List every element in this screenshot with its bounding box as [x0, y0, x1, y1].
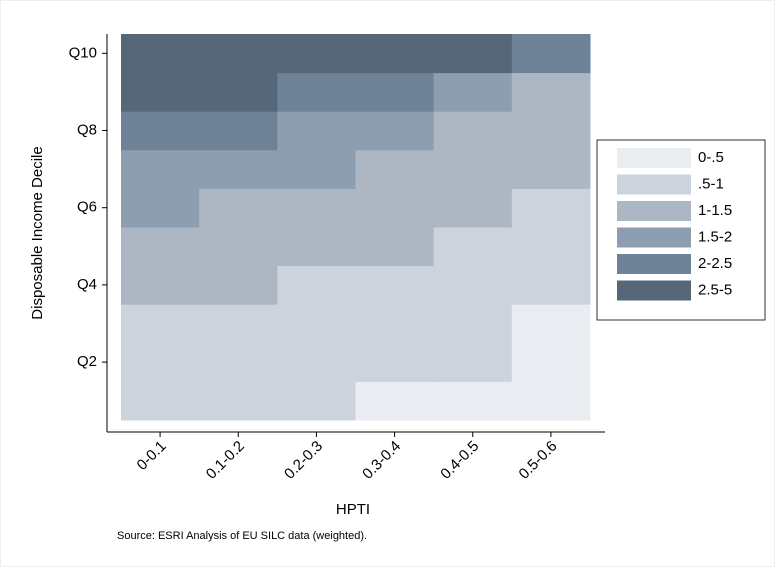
y-tick-label: Q6 [77, 199, 97, 216]
heatmap-cell [355, 111, 435, 151]
heatmap-cell [199, 72, 278, 112]
y-tick-label: Q10 [69, 44, 97, 61]
heatmap-cell [355, 34, 435, 74]
heatmap-cell [277, 227, 356, 267]
heatmap-cell [511, 188, 591, 228]
heatmap-cell [355, 265, 435, 305]
heatmap-cell [277, 34, 356, 74]
heatmap-cell [277, 149, 356, 189]
legend-swatch [617, 201, 691, 221]
legend-swatch [617, 254, 691, 274]
heatmap-cell [199, 304, 278, 344]
y-axis-label: Disposable Income Decile [29, 146, 46, 319]
heatmap-cell [511, 72, 591, 112]
y-tick-label: Q8 [77, 121, 97, 138]
heatmap-cell [355, 149, 435, 189]
heatmap-cell [121, 188, 200, 228]
legend-label: 2.5-5 [698, 281, 732, 298]
heatmap-cell [121, 227, 200, 267]
heatmap-cell [511, 381, 591, 421]
heatmap-cell [121, 149, 200, 189]
heatmap-cell [355, 227, 435, 267]
heatmap-cell [433, 381, 513, 421]
heatmap-cell [121, 342, 200, 382]
heatmap-cell [199, 149, 278, 189]
legend-swatch [617, 174, 691, 195]
heatmap-cell [199, 227, 278, 267]
heatmap-cell [277, 304, 356, 344]
legend-swatch [617, 227, 691, 248]
heatmap-cell [121, 304, 200, 344]
heatmap-cell [433, 34, 513, 74]
x-axis-label: HPTI [336, 501, 370, 518]
heatmap-cell [511, 304, 591, 344]
heatmap-cell [355, 72, 435, 112]
heatmap-cell [121, 111, 200, 151]
heatmap-cell [511, 111, 591, 151]
heatmap-cell [433, 111, 513, 151]
heatmap-cell [277, 111, 356, 151]
heatmap-cell [277, 342, 356, 382]
heatmap-cell [511, 227, 591, 267]
heatmap-cell [433, 227, 513, 267]
heatmap-cell [121, 72, 200, 112]
heatmap-cell [277, 72, 356, 112]
heatmap-cell [433, 188, 513, 228]
heatmap-cell [199, 34, 278, 74]
heatmap-cell [355, 381, 435, 421]
heatmap-cell [511, 34, 591, 74]
heatmap-cell [511, 342, 591, 382]
y-tick-label: Q4 [77, 276, 97, 293]
heatmap-cell [199, 342, 278, 382]
legend-swatch [617, 280, 691, 301]
heatmap-cell [433, 304, 513, 344]
heatmap-cell [511, 149, 591, 189]
heatmap-cell [121, 34, 200, 74]
heatmap-cell [199, 188, 278, 228]
legend-label: .5-1 [698, 175, 724, 192]
heatmap-cell [121, 265, 200, 305]
source-note: Source: ESRI Analysis of EU SILC data (w… [117, 530, 367, 542]
legend-label: 2-2.5 [698, 255, 732, 272]
heatmap-cell [355, 304, 435, 344]
heatmap-cell [433, 342, 513, 382]
legend-label: 0-.5 [698, 149, 724, 166]
heatmap-cell [199, 265, 278, 305]
legend-label: 1-1.5 [698, 202, 732, 219]
heatmap-cell [199, 381, 278, 421]
heatmap-cell [199, 111, 278, 151]
legend-swatch [617, 148, 691, 168]
heatmap-cell [277, 188, 356, 228]
y-tick-label: Q2 [77, 353, 97, 370]
heatmap-cell [277, 265, 356, 305]
heatmap-cell [355, 342, 435, 382]
heatmap-cell [355, 188, 435, 228]
legend-label: 1.5-2 [698, 228, 732, 245]
heatmap-cell [277, 381, 356, 421]
heatmap-cell [121, 381, 200, 421]
heatmap-cell [433, 265, 513, 305]
heatmap-cell [511, 265, 591, 305]
heatmap-cell [433, 72, 513, 112]
heatmap-cell [433, 149, 513, 189]
